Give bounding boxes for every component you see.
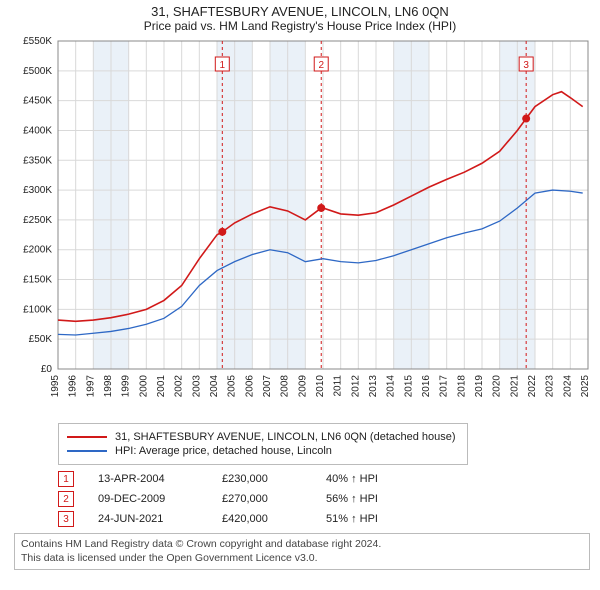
transaction-hpi: 51% ↑ HPI	[326, 513, 426, 525]
svg-text:2024: 2024	[562, 375, 573, 398]
svg-text:1999: 1999	[121, 375, 132, 398]
chart-area: £0 £50K £100K £150K £200K £250K £300K £350K £400…	[0, 37, 600, 417]
svg-text:£200K: £200K	[23, 245, 52, 256]
transaction-row: 1 13-APR-2004 £230,000 40% ↑ HPI	[58, 471, 590, 487]
svg-text:£450K: £450K	[23, 96, 52, 107]
svg-text:2005: 2005	[227, 375, 238, 398]
transaction-hpi: 56% ↑ HPI	[326, 493, 426, 505]
svg-text:2020: 2020	[492, 375, 503, 398]
svg-text:2021: 2021	[509, 375, 520, 398]
svg-text:2025: 2025	[580, 375, 591, 398]
transaction-number-box: 1	[58, 471, 74, 487]
svg-text:2008: 2008	[280, 375, 291, 398]
attribution-footer: Contains HM Land Registry data © Crown c…	[14, 533, 590, 570]
svg-text:2006: 2006	[244, 375, 255, 398]
transaction-date: 24-JUN-2021	[98, 513, 198, 525]
transaction-row: 3 24-JUN-2021 £420,000 51% ↑ HPI	[58, 511, 590, 527]
legend-item-property: 31, SHAFTESBURY AVENUE, LINCOLN, LN6 0QN…	[67, 431, 459, 443]
transaction-date: 13-APR-2004	[98, 473, 198, 485]
legend-item-hpi: HPI: Average price, detached house, Linc…	[67, 445, 459, 457]
svg-text:£300K: £300K	[23, 185, 52, 196]
svg-text:£150K: £150K	[23, 275, 52, 286]
transaction-price: £270,000	[222, 493, 302, 505]
legend-label-hpi: HPI: Average price, detached house, Linc…	[115, 445, 332, 457]
svg-text:£100K: £100K	[23, 304, 52, 315]
chart-subtitle: Price paid vs. HM Land Registry's House …	[0, 19, 600, 37]
svg-text:2003: 2003	[191, 375, 202, 398]
transaction-price: £230,000	[222, 473, 302, 485]
svg-text:£350K: £350K	[23, 155, 52, 166]
svg-text:2019: 2019	[474, 375, 485, 398]
svg-text:2001: 2001	[156, 375, 167, 398]
footer-line-2: This data is licensed under the Open Gov…	[21, 552, 583, 566]
svg-text:2000: 2000	[138, 375, 149, 398]
svg-text:2: 2	[318, 60, 324, 71]
svg-text:£500K: £500K	[23, 66, 52, 77]
svg-text:2022: 2022	[527, 375, 538, 398]
legend-label-property: 31, SHAFTESBURY AVENUE, LINCOLN, LN6 0QN…	[115, 431, 456, 443]
svg-text:1: 1	[220, 60, 226, 71]
svg-text:2002: 2002	[174, 375, 185, 398]
svg-text:2014: 2014	[386, 375, 397, 398]
svg-text:£0: £0	[41, 364, 53, 375]
transaction-hpi: 40% ↑ HPI	[326, 473, 426, 485]
transactions-table: 1 13-APR-2004 £230,000 40% ↑ HPI 2 09-DEC-200…	[58, 471, 590, 527]
svg-text:2010: 2010	[315, 375, 326, 398]
svg-text:2013: 2013	[368, 375, 379, 398]
svg-text:1996: 1996	[68, 375, 79, 398]
legend: 31, SHAFTESBURY AVENUE, LINCOLN, LN6 0QN…	[58, 423, 468, 465]
svg-text:2015: 2015	[403, 375, 414, 398]
transaction-price: £420,000	[222, 513, 302, 525]
svg-text:2007: 2007	[262, 375, 273, 398]
svg-text:£250K: £250K	[23, 215, 52, 226]
svg-text:1995: 1995	[50, 375, 61, 398]
svg-text:1997: 1997	[85, 375, 96, 398]
svg-text:3: 3	[523, 60, 529, 71]
svg-text:2018: 2018	[456, 375, 467, 398]
svg-text:2016: 2016	[421, 375, 432, 398]
transaction-number-box: 3	[58, 511, 74, 527]
svg-text:2009: 2009	[297, 375, 308, 398]
svg-text:2011: 2011	[333, 375, 344, 397]
chart-title: 31, SHAFTESBURY AVENUE, LINCOLN, LN6 0QN	[0, 0, 600, 19]
legend-swatch-hpi	[67, 450, 107, 452]
transaction-number-box: 2	[58, 491, 74, 507]
svg-text:2012: 2012	[350, 375, 361, 398]
svg-text:2004: 2004	[209, 375, 220, 398]
svg-text:£50K: £50K	[29, 334, 53, 345]
line-chart-svg: £0 £50K £100K £150K £200K £250K £300K £350K £400…	[0, 37, 600, 417]
transaction-date: 09-DEC-2009	[98, 493, 198, 505]
footer-line-1: Contains HM Land Registry data © Crown c…	[21, 538, 583, 552]
legend-swatch-property	[67, 436, 107, 438]
svg-text:1998: 1998	[103, 375, 114, 398]
transaction-row: 2 09-DEC-2009 £270,000 56% ↑ HPI	[58, 491, 590, 507]
svg-text:2017: 2017	[439, 375, 450, 398]
svg-text:£550K: £550K	[23, 37, 52, 47]
svg-text:2023: 2023	[545, 375, 556, 398]
svg-text:£400K: £400K	[23, 125, 52, 136]
